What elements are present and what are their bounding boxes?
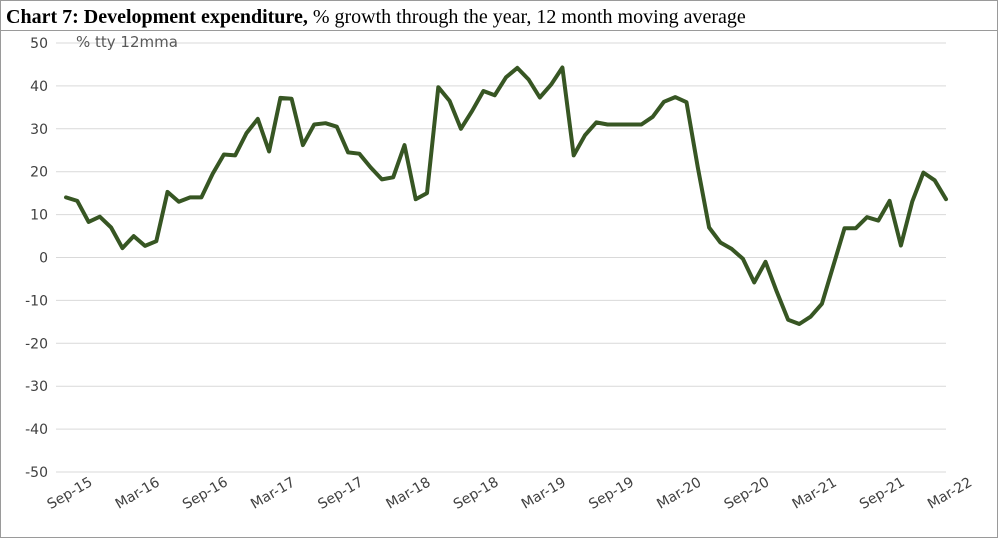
x-tick-label: Mar-18 — [384, 475, 434, 513]
units-annotation: % tty 12mma — [76, 33, 178, 51]
x-tick-label: Sep-16 — [180, 474, 231, 513]
x-tick-label: Sep-15 — [45, 474, 96, 512]
y-tick-label: -30 — [25, 379, 48, 395]
y-axis: 50 40 30 20 10 0 -10 -20 -30 -40 -50 — [25, 36, 48, 481]
x-tick-label: Mar-17 — [248, 475, 298, 513]
y-tick-label: 40 — [30, 79, 48, 95]
y-tick-label: 50 — [30, 36, 48, 52]
x-tick-label: Mar-20 — [654, 475, 704, 513]
x-tick-label: Sep-17 — [315, 474, 366, 512]
x-axis: Sep-15 Mar-16 Sep-16 Mar-17 Sep-17 Mar-18 Sep-… — [45, 474, 975, 513]
x-tick-label: Mar-16 — [113, 474, 163, 512]
x-tick-label: Sep-20 — [722, 474, 773, 512]
x-tick-label: Mar-22 — [925, 475, 975, 513]
chart-title: Chart 7: Development expenditure, % grow… — [6, 4, 746, 30]
y-tick-label: -10 — [25, 293, 48, 309]
chart-title-rest: % growth through the year, 12 month movi… — [307, 6, 746, 28]
y-tick-label: 0 — [39, 251, 48, 267]
y-tick-label: 20 — [30, 165, 48, 181]
y-tick-label: -50 — [25, 465, 48, 481]
y-tick-label: -20 — [25, 336, 48, 352]
x-tick-label: Sep-18 — [451, 474, 502, 512]
title-divider — [0, 30, 998, 31]
x-tick-label: Sep-21 — [857, 474, 908, 512]
series-layer — [64, 65, 948, 326]
series-line — [64, 65, 948, 326]
y-tick-label: 10 — [30, 208, 48, 224]
gridlines — [56, 42, 946, 473]
x-tick-label: Mar-19 — [519, 475, 569, 513]
x-tick-label: Mar-21 — [790, 475, 840, 513]
y-tick-label: 30 — [30, 122, 48, 138]
x-tick-label: Sep-19 — [586, 474, 637, 512]
y-tick-label: -40 — [25, 422, 48, 438]
chart-title-bold: Chart 7: Development expenditure, — [6, 6, 308, 28]
